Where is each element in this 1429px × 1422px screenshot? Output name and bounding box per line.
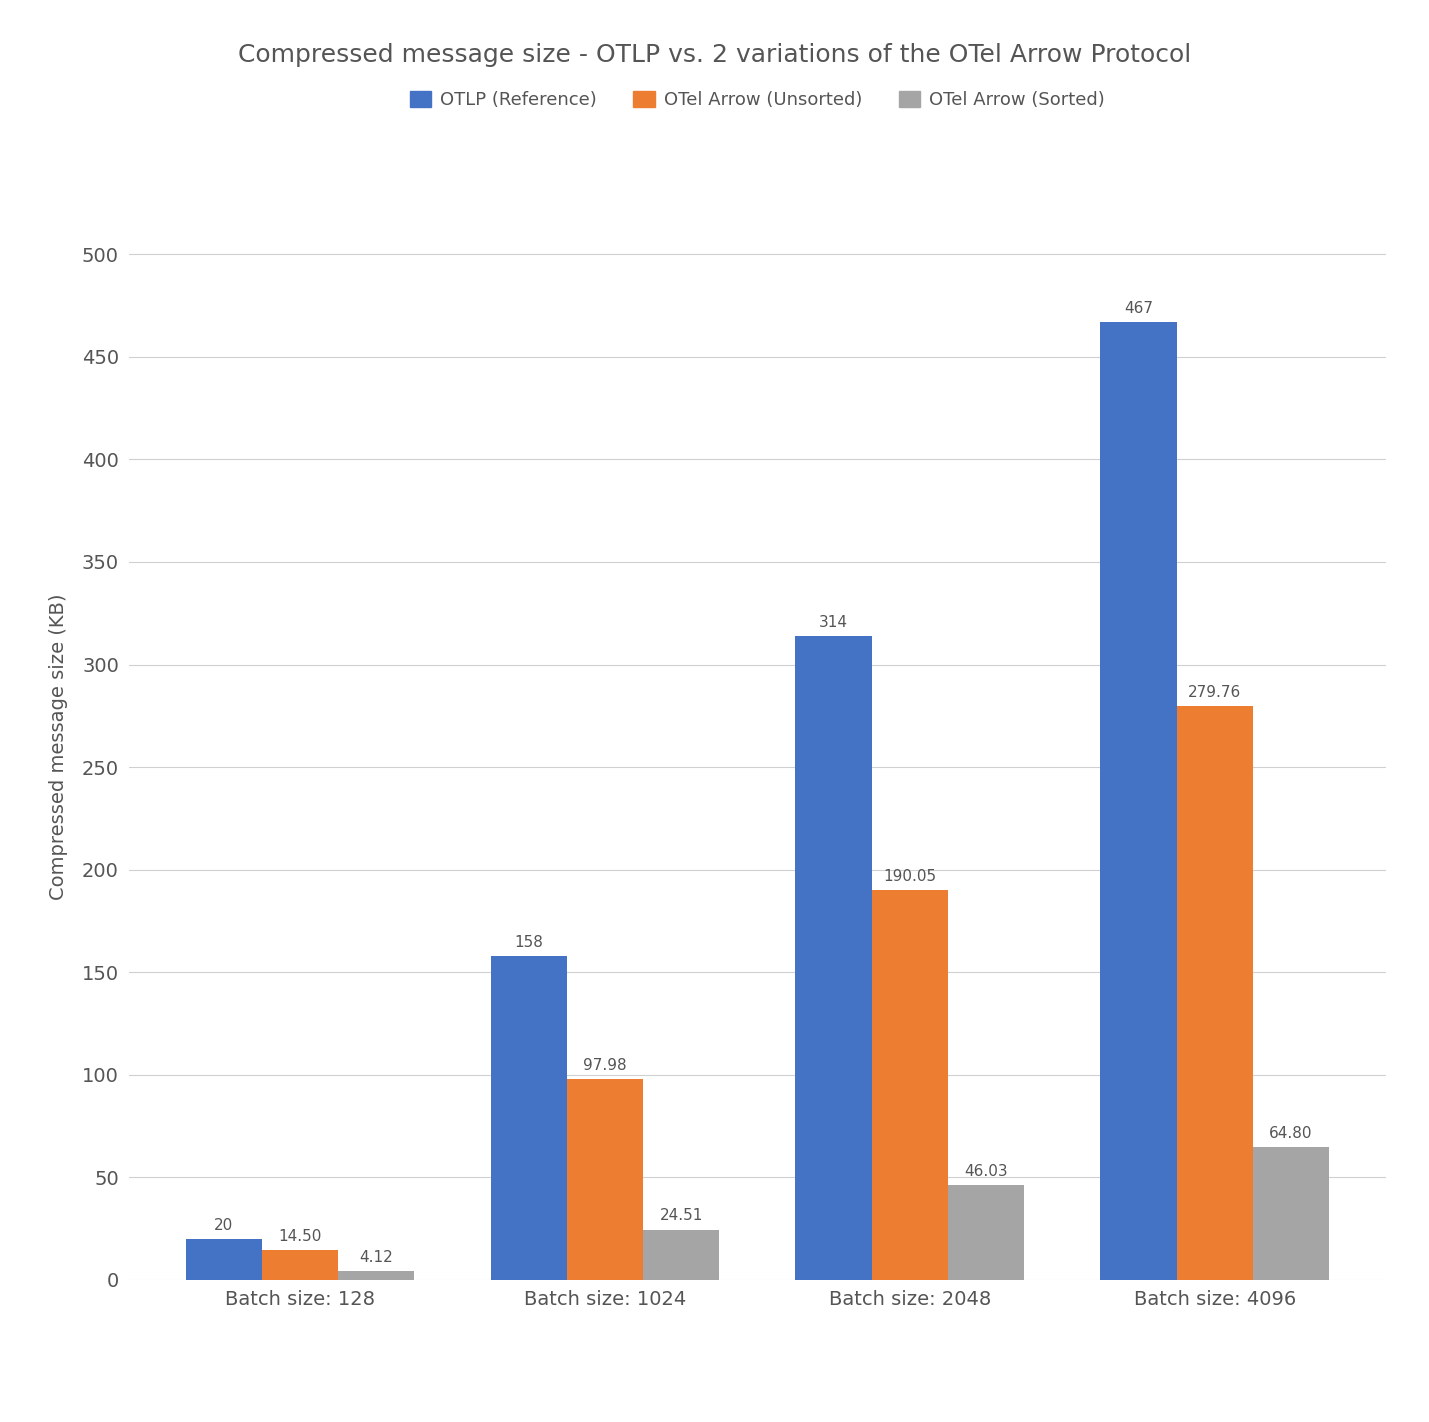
Y-axis label: Compressed message size (KB): Compressed message size (KB) [49,593,67,900]
Bar [1100,321,1176,1280]
Bar [796,636,872,1280]
Text: 97.98: 97.98 [583,1058,627,1072]
Bar [186,1239,262,1280]
Text: 14.50: 14.50 [279,1229,322,1244]
Bar [872,890,947,1280]
Text: 4.12: 4.12 [360,1250,393,1266]
Bar [1253,1148,1329,1280]
Bar [339,1271,414,1280]
Text: 467: 467 [1125,301,1153,316]
Bar [947,1186,1025,1280]
Bar [262,1250,339,1280]
Text: Compressed message size - OTLP vs. 2 variations of the OTel Arrow Protocol: Compressed message size - OTLP vs. 2 var… [237,43,1192,67]
Bar [567,1079,643,1280]
Bar [643,1230,719,1280]
Legend: OTLP (Reference), OTel Arrow (Unsorted), OTel Arrow (Sorted): OTLP (Reference), OTel Arrow (Unsorted),… [403,84,1112,117]
Text: 64.80: 64.80 [1269,1126,1313,1140]
Text: 190.05: 190.05 [883,869,936,884]
Bar [490,956,567,1280]
Text: 279.76: 279.76 [1187,685,1242,700]
Text: 314: 314 [819,614,847,630]
Bar [1176,707,1253,1280]
Text: 46.03: 46.03 [965,1165,1007,1179]
Text: 158: 158 [514,934,543,950]
Text: 24.51: 24.51 [659,1209,703,1223]
Text: 20: 20 [214,1217,233,1233]
